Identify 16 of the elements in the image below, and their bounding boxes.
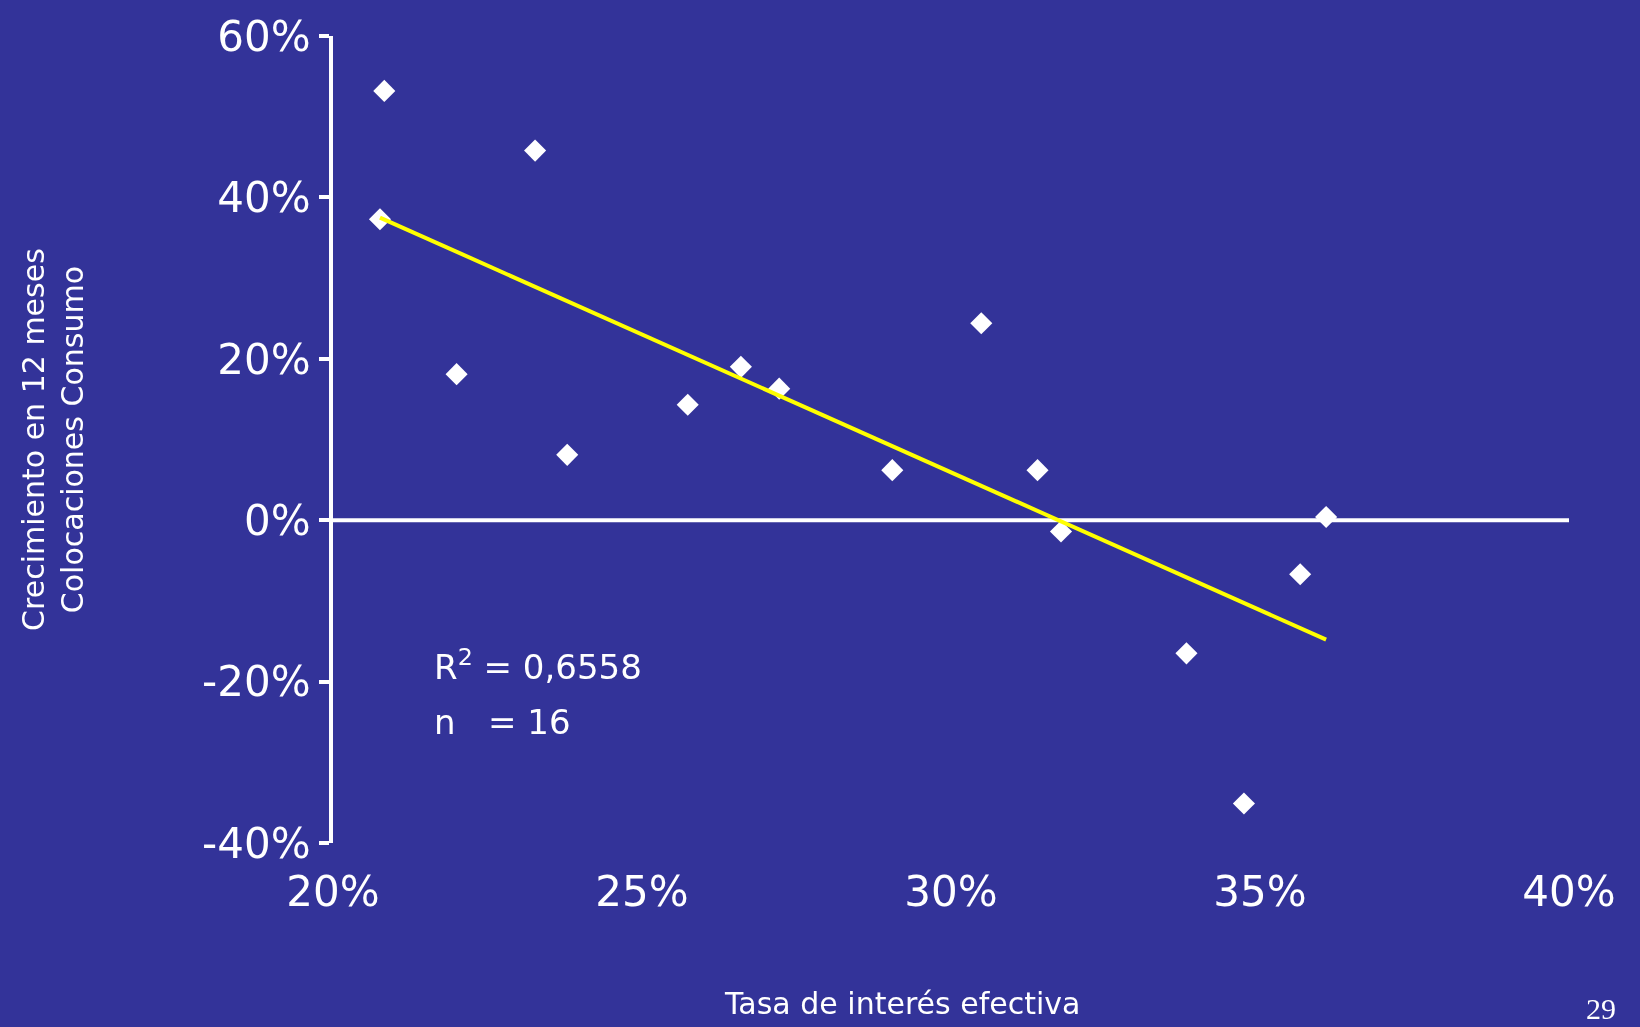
y-tick-label: 20% — [217, 334, 311, 384]
x-tick-label: 35% — [1213, 867, 1307, 916]
x-tick-label: 30% — [904, 867, 998, 916]
x-tick-label: 40% — [1522, 867, 1616, 916]
x-tick-label: 20% — [286, 867, 380, 916]
y-tick-label: -20% — [202, 657, 311, 707]
y-tick-label: -40% — [202, 818, 311, 868]
y-axis-title: Crecimiento en 12 meses Colocaciones Consumo — [15, 248, 90, 631]
y-tick-label: 40% — [217, 173, 311, 223]
annotation: n = 16 — [434, 702, 571, 742]
x-tick-label: 25% — [595, 867, 689, 916]
text: 29 — [1586, 992, 1616, 1025]
x-axis-title: Tasa de interés efectiva — [724, 986, 1081, 1021]
y-tick-label: 0% — [243, 495, 311, 545]
annotation: R$^{2}$ = 0,6558 — [434, 643, 642, 688]
y-tick-label: 60% — [217, 11, 311, 61]
